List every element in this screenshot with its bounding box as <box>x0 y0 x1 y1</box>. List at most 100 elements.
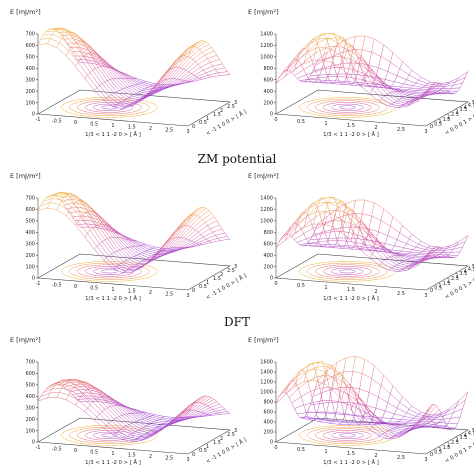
surface-mesh-line <box>302 203 313 213</box>
surface-mesh-line <box>306 235 316 240</box>
surface-mesh-line <box>126 236 137 242</box>
surface-mesh-line <box>430 426 434 428</box>
surface-mesh-line <box>380 82 390 93</box>
surface-mesh-line <box>329 387 333 401</box>
surface-mesh-line <box>375 67 379 78</box>
surface-mesh-line <box>363 223 367 229</box>
surface-mesh-line <box>368 378 372 393</box>
surface-mesh-line <box>306 238 310 244</box>
surface-mesh-line <box>170 238 174 240</box>
surface-mesh-line <box>77 400 88 409</box>
surface-mesh-line <box>358 84 362 87</box>
z-tick-label: 1600 <box>260 360 273 366</box>
surface-mesh-line <box>180 237 184 239</box>
surface-mesh-line <box>146 435 150 438</box>
surface-mesh-line <box>421 93 425 96</box>
surface-mesh-line <box>207 220 217 226</box>
surface-mesh-line <box>167 422 171 425</box>
surface-mesh-line <box>313 211 317 225</box>
surface-mesh-line <box>208 74 212 78</box>
surface-mesh-line <box>84 219 94 222</box>
surface-mesh-line <box>396 99 400 102</box>
surface-mesh-line <box>131 439 135 442</box>
surface-mesh-line <box>428 249 432 255</box>
surface-mesh-line <box>160 424 171 426</box>
surface-mesh-line <box>180 409 191 418</box>
surface-mesh-line <box>192 219 203 229</box>
surface-mesh-line <box>291 64 302 74</box>
surface-mesh-line <box>142 433 145 436</box>
surface-mesh-line <box>325 202 329 212</box>
surface-mesh-line <box>140 265 144 268</box>
surface-mesh-line <box>297 216 307 224</box>
surface-mesh-line <box>345 41 349 50</box>
surface-mesh-line <box>96 54 100 57</box>
surface-mesh-line <box>402 91 413 94</box>
surface-mesh-line <box>156 88 160 90</box>
surface-mesh-line <box>379 101 389 107</box>
surface-mesh-line <box>99 411 103 415</box>
x-tick-label: 1 <box>324 121 327 127</box>
contour-line <box>101 269 118 274</box>
surface-mesh-line <box>195 54 206 62</box>
y-tick-label: 2 <box>447 278 450 284</box>
surface-mesh-line <box>328 364 331 366</box>
surface-mesh-line <box>89 384 93 387</box>
surface-mesh-line <box>181 220 185 225</box>
surface-mesh-line <box>99 243 110 257</box>
surface-mesh-line <box>133 254 137 257</box>
surface-mesh-line <box>183 49 187 53</box>
surface-mesh-line <box>399 61 403 69</box>
surface-mesh-line <box>201 76 212 80</box>
surface-mesh-line <box>318 76 328 79</box>
x-tick-label: 2 <box>149 454 152 460</box>
surface-mesh-line <box>64 204 68 209</box>
surface-mesh-line <box>114 417 117 420</box>
surface-mesh-line <box>450 85 454 89</box>
surface-mesh-line <box>278 393 282 398</box>
surface-mesh-line <box>69 212 73 218</box>
surface-mesh-line <box>387 62 391 72</box>
surface-mesh-line <box>101 411 112 422</box>
surface-mesh-line <box>179 71 189 80</box>
base-plane-frame <box>37 253 231 291</box>
surface-mesh-line <box>287 227 291 233</box>
surface-mesh-line <box>362 49 372 53</box>
surface-mesh-line <box>192 403 203 411</box>
surface-mesh-line <box>312 65 316 72</box>
surface-mesh-line <box>335 80 346 82</box>
surface-mesh-line <box>415 425 418 427</box>
surface-mesh-line <box>323 197 327 203</box>
surface-mesh-line <box>421 415 425 418</box>
surface-mesh-line <box>128 423 132 425</box>
surface-mesh-line <box>172 421 176 424</box>
surface-mesh-line <box>372 249 376 254</box>
surface-mesh-line <box>308 243 312 247</box>
surface-mesh-line <box>198 405 208 412</box>
surface-mesh-line <box>59 42 69 52</box>
surface-mesh-line <box>307 376 318 382</box>
surface-mesh-line <box>215 411 219 414</box>
surface-mesh-line <box>87 233 98 247</box>
surface-mesh-line <box>398 99 409 102</box>
surface-mesh-line <box>193 43 197 48</box>
surface-mesh-line <box>370 233 374 236</box>
surface-mesh-line <box>182 46 192 57</box>
surface-mesh-line <box>317 370 328 380</box>
surface-mesh-line <box>360 420 370 430</box>
surface-mesh-line <box>309 202 319 209</box>
surface-mesh-line <box>347 73 358 75</box>
surface-mesh-line <box>217 411 228 414</box>
surface-mesh-line <box>199 396 210 403</box>
surface-mesh-line <box>400 424 403 427</box>
surface-mesh-line <box>304 243 308 246</box>
surface-mesh-line <box>315 71 319 78</box>
surface-mesh-line <box>335 413 346 415</box>
surface-mesh-line <box>425 259 429 261</box>
surface-mesh-line <box>81 392 85 397</box>
surface-mesh-line <box>324 68 328 77</box>
surface-mesh-line <box>399 401 410 410</box>
surface-mesh-line <box>382 417 392 419</box>
surface-mesh-line <box>121 72 132 79</box>
surface-mesh-line <box>199 210 210 218</box>
